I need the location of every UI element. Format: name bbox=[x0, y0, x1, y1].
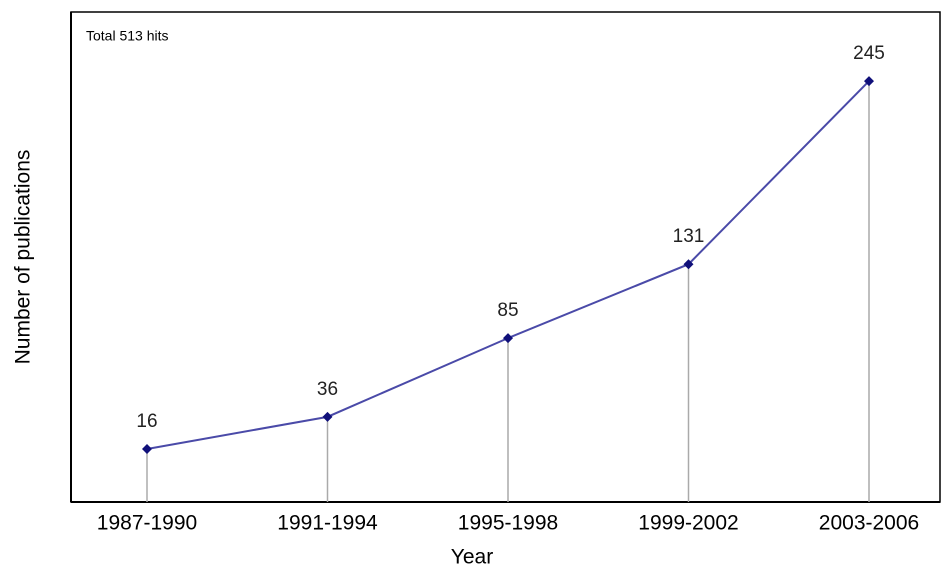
x-tick-label: 1991-1994 bbox=[277, 512, 378, 535]
x-tick-label: 1999-2002 bbox=[638, 512, 738, 535]
x-axis-label: Year bbox=[451, 546, 493, 569]
marker bbox=[683, 259, 694, 270]
value-label: 245 bbox=[853, 43, 885, 64]
marker bbox=[142, 443, 152, 454]
value-label: 85 bbox=[497, 300, 518, 321]
value-label: 131 bbox=[673, 226, 705, 247]
marker bbox=[503, 333, 513, 344]
annotation: Total 513 hits bbox=[86, 28, 169, 44]
marker bbox=[864, 76, 874, 87]
y-axis-label: Number of publications bbox=[12, 150, 35, 365]
value-label: 16 bbox=[136, 411, 157, 432]
x-tick-label: 2003-2006 bbox=[819, 512, 919, 535]
value-label: 36 bbox=[317, 379, 338, 400]
plot-frame bbox=[70, 11, 941, 503]
x-tick-label: 1987-1990 bbox=[97, 512, 197, 535]
marker bbox=[322, 411, 333, 422]
x-tick-label: 1995-1998 bbox=[458, 512, 558, 535]
